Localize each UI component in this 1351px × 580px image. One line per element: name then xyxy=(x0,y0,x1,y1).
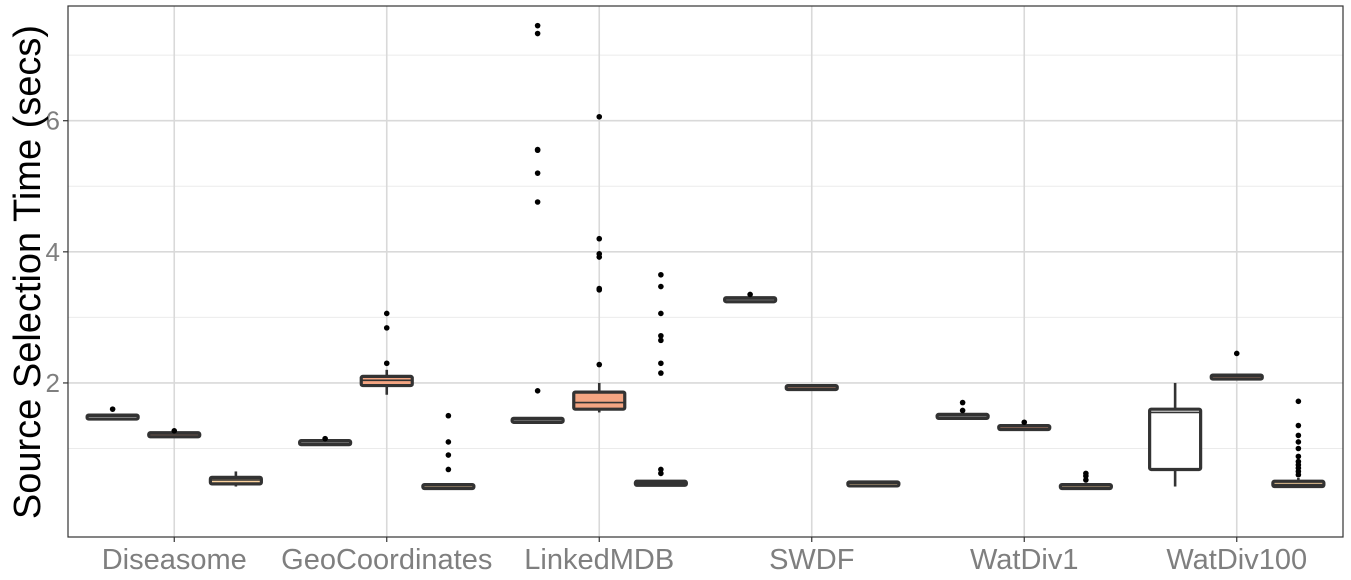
outlier-point xyxy=(1021,419,1028,426)
y-tick-label: 6 xyxy=(46,106,60,136)
box-linkedmdb-1 xyxy=(510,22,565,424)
x-tick-label: WatDiv100 xyxy=(1166,544,1307,576)
box-body xyxy=(572,390,627,411)
x-tick-label: WatDiv1 xyxy=(970,544,1079,576)
x-tick-label: LinkedMDB xyxy=(524,544,674,576)
outlier-point xyxy=(1083,477,1089,483)
outlier-point xyxy=(383,360,390,367)
outlier-point xyxy=(658,337,664,344)
box-swdf-1 xyxy=(723,291,778,304)
x-axis-ticks: Diseasome GeoCoordinates LinkedMDB SWDF WatD… xyxy=(102,537,1307,576)
outlier-point xyxy=(596,113,603,120)
plot-border xyxy=(67,5,1344,538)
outlier-point xyxy=(658,310,664,317)
outlier-point xyxy=(596,361,603,368)
outlier-point xyxy=(1295,439,1302,445)
outlier-point xyxy=(1295,422,1302,429)
y-tick-label: 4 xyxy=(46,237,60,267)
outlier-point xyxy=(534,22,541,29)
box-geocoordinates-3 xyxy=(421,412,476,491)
outlier-point xyxy=(322,435,328,442)
box-linkedmdb-2 xyxy=(572,113,627,413)
outlier-point xyxy=(596,285,603,292)
outlier-point xyxy=(445,439,452,445)
x-tick-label: Diseasome xyxy=(102,544,247,576)
outlier-point xyxy=(534,146,541,153)
outlier-point xyxy=(658,283,664,290)
box-watdiv1-3 xyxy=(1058,470,1113,491)
box-watdiv100-1 xyxy=(1148,382,1203,487)
box-watdiv100-3 xyxy=(1271,398,1326,489)
outlier-point xyxy=(383,325,390,331)
outlier-point xyxy=(1295,458,1302,465)
y-axis-title: Source Selection Time (secs) xyxy=(7,25,49,519)
outlier-point xyxy=(658,470,664,477)
outlier-point xyxy=(171,428,178,434)
outlier-point xyxy=(534,199,541,205)
box-geocoordinates-2 xyxy=(359,310,414,395)
box-diseasome-3 xyxy=(208,471,263,487)
outlier-point xyxy=(658,271,664,278)
outlier-point xyxy=(658,360,664,367)
outlier-point xyxy=(596,235,603,242)
outlier-point xyxy=(445,466,452,473)
box-swdf-3 xyxy=(846,480,901,488)
grid-lines xyxy=(68,6,1343,537)
outlier-point xyxy=(445,452,452,458)
box-diseasome-2 xyxy=(147,428,202,439)
outlier-point xyxy=(109,406,116,412)
outlier-point xyxy=(534,170,541,176)
outlier-point xyxy=(959,399,966,406)
outlier-point xyxy=(445,412,452,419)
outlier-point xyxy=(1083,470,1089,477)
outlier-point xyxy=(1295,453,1302,460)
outlier-point xyxy=(596,251,603,257)
outlier-point xyxy=(383,310,390,317)
outlier-point xyxy=(1295,398,1302,405)
outlier-point xyxy=(1233,350,1240,357)
y-axis-ticks: 2 4 6 xyxy=(46,106,68,398)
box-geocoordinates-1 xyxy=(298,435,353,447)
outlier-point xyxy=(1295,432,1302,439)
box-watdiv1-2 xyxy=(997,419,1052,432)
y-tick-label: 2 xyxy=(46,368,60,398)
outlier-point xyxy=(534,30,541,37)
box-diseasome-1 xyxy=(85,406,140,421)
outlier-point xyxy=(658,370,664,376)
outlier-point xyxy=(959,407,966,414)
outlier-point xyxy=(1295,445,1302,452)
x-tick-label: GeoCoordinates xyxy=(281,544,492,576)
box-watdiv100-2 xyxy=(1209,350,1264,381)
box-watdiv1-1 xyxy=(935,399,990,421)
outlier-point xyxy=(658,332,664,339)
outlier-point xyxy=(658,466,664,473)
box-body xyxy=(1148,407,1203,472)
box-linkedmdb-3 xyxy=(633,271,688,487)
box-plot-series xyxy=(85,22,1326,491)
outlier-point xyxy=(534,388,541,394)
outlier-point xyxy=(747,291,753,298)
x-tick-label: SWDF xyxy=(769,544,854,576)
box-swdf-2 xyxy=(784,383,839,392)
